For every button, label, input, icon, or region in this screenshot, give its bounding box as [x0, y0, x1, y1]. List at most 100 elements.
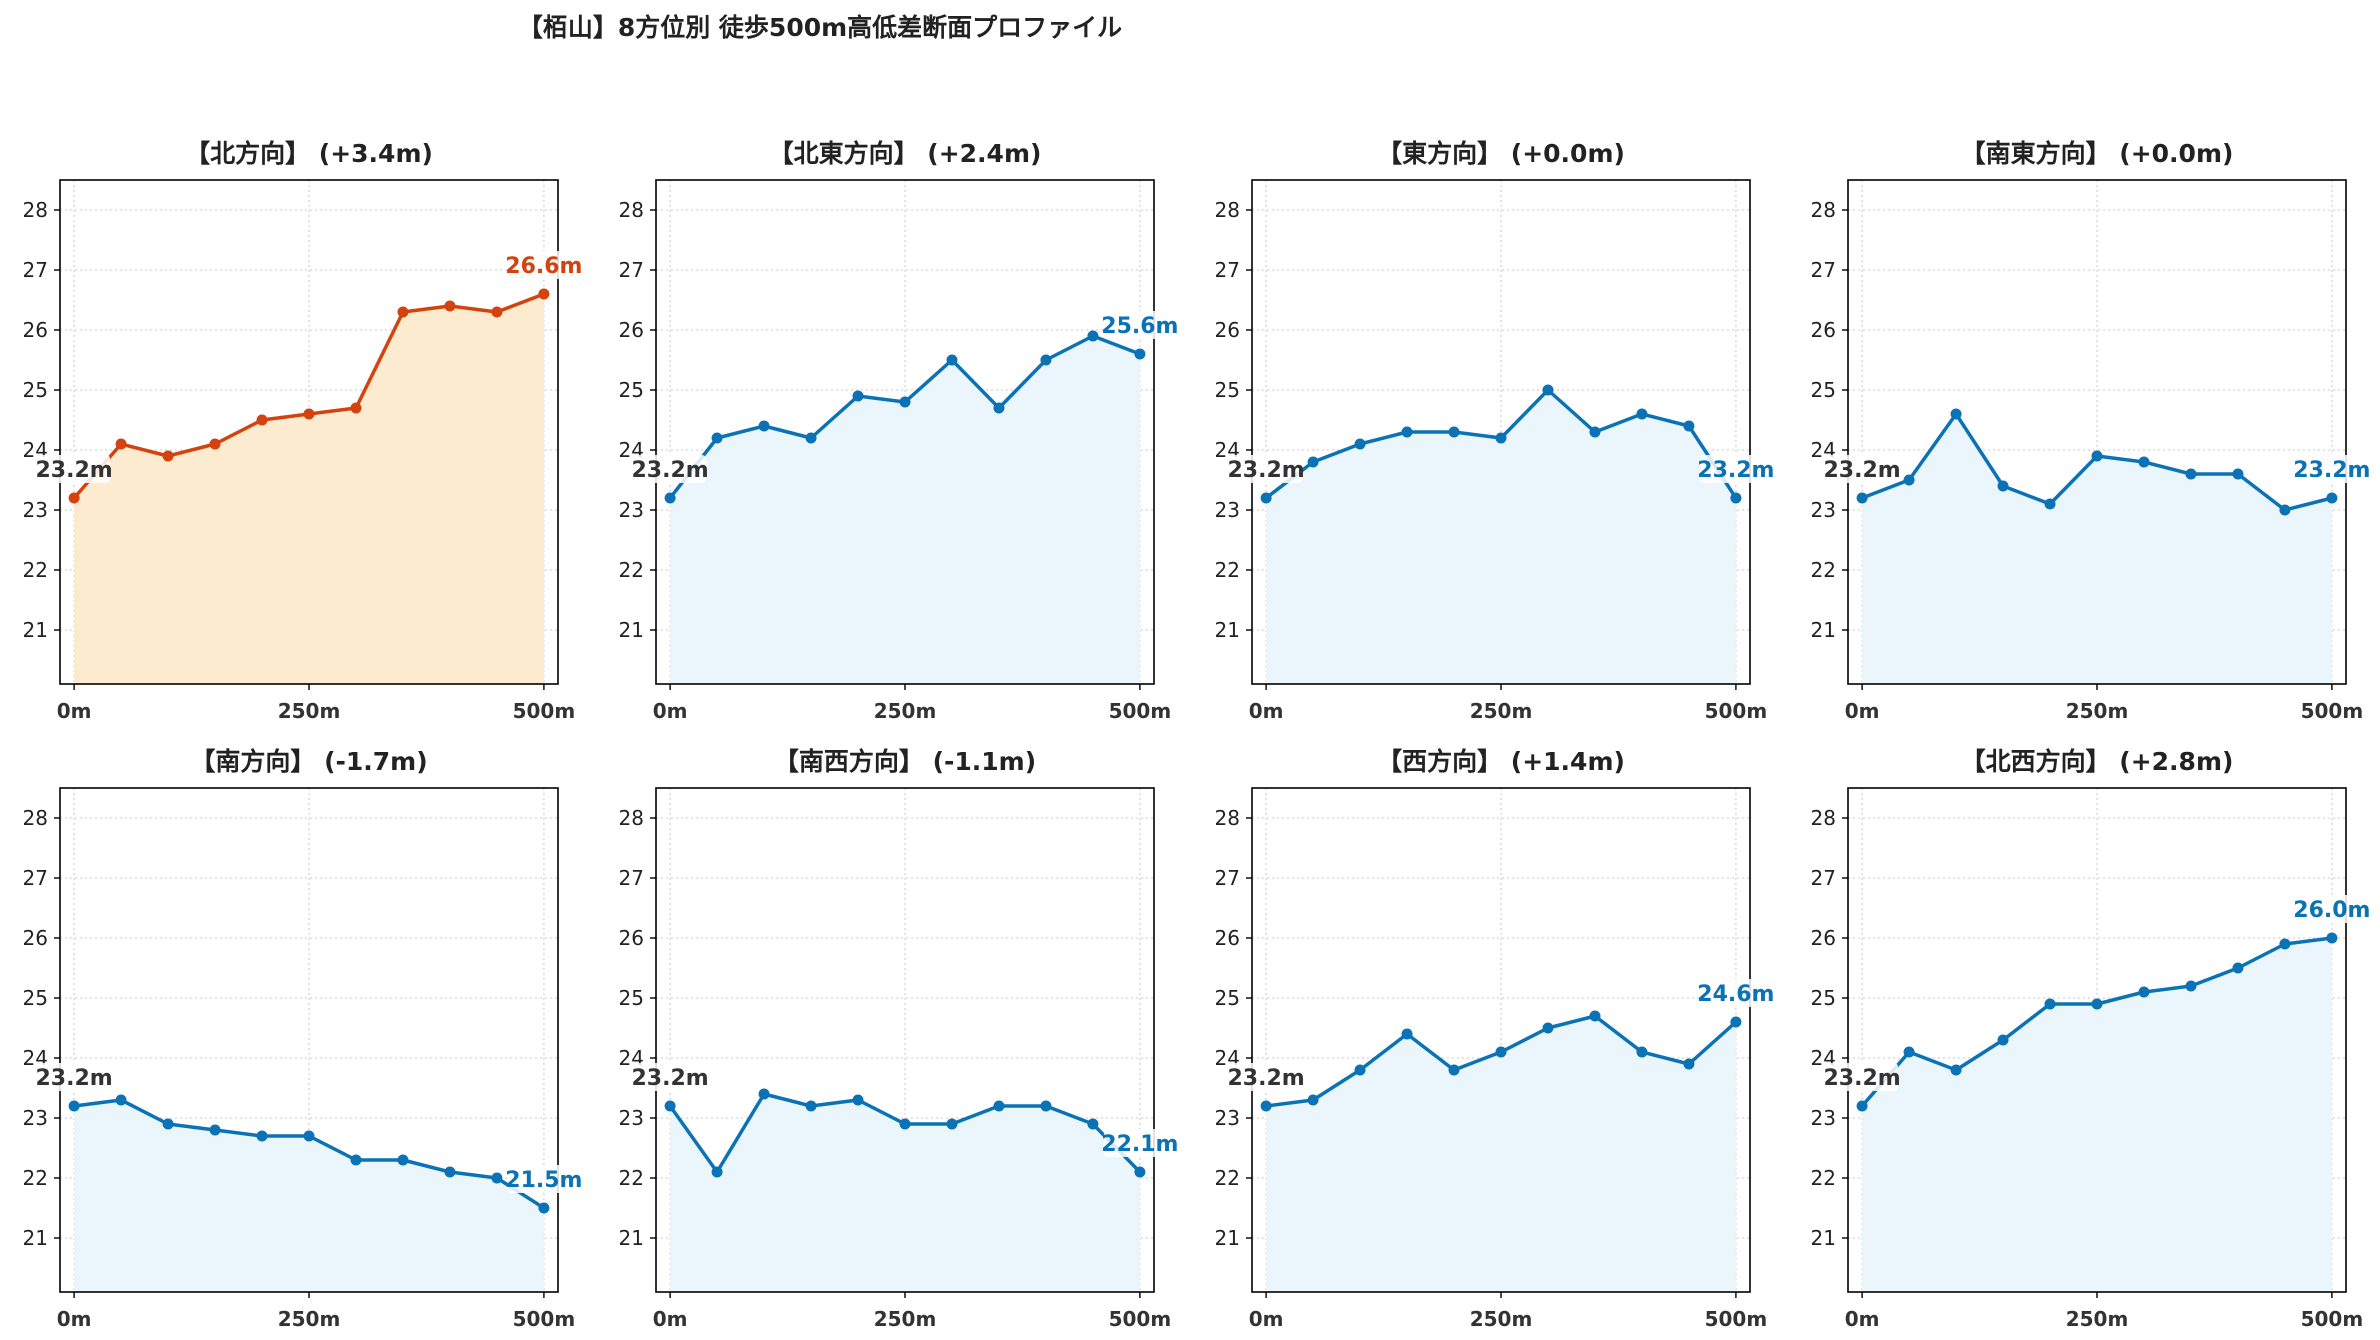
start-label-box: [634, 1063, 707, 1091]
data-point: [1354, 438, 1366, 450]
data-point: [993, 402, 1005, 414]
y-tick-label: 26: [23, 926, 48, 950]
data-point: [538, 288, 550, 300]
y-tick-label: 28: [619, 806, 644, 830]
data-point: [758, 1088, 770, 1100]
y-tick-label: 28: [23, 198, 48, 222]
end-label: 26.0m: [2293, 898, 2370, 923]
x-tick-label: 0m: [1249, 1307, 1284, 1331]
data-point: [209, 438, 221, 450]
data-point: [350, 1154, 362, 1166]
data-point: [1542, 384, 1554, 396]
data-point: [1683, 1058, 1695, 1070]
x-tick-label: 0m: [57, 1307, 92, 1331]
x-tick-label: 250m: [2066, 699, 2129, 723]
data-point: [2279, 504, 2291, 516]
end-label: 25.6m: [1101, 314, 1178, 339]
start-label-box: [1826, 1063, 1899, 1091]
start-label-box: [1230, 1063, 1303, 1091]
x-tick-label: 250m: [874, 1307, 937, 1331]
data-point: [1401, 426, 1413, 438]
y-tick-label: 25: [619, 986, 644, 1010]
start-label-box: [1230, 455, 1303, 483]
data-point: [2185, 980, 2197, 992]
area-fill: [74, 294, 544, 684]
data-point: [2279, 938, 2291, 950]
data-point: [444, 300, 456, 312]
end-label-box: [507, 251, 580, 279]
y-tick-label: 28: [619, 198, 644, 222]
y-tick-label: 22: [1811, 558, 1836, 582]
data-point: [303, 1130, 315, 1142]
y-tick-label: 25: [23, 378, 48, 402]
data-point: [115, 438, 127, 450]
y-tick-label: 21: [23, 618, 48, 642]
y-tick-label: 22: [23, 558, 48, 582]
x-tick-label: 500m: [1109, 1307, 1172, 1331]
x-tick-label: 500m: [1705, 1307, 1768, 1331]
data-point: [1087, 1118, 1099, 1130]
y-tick-label: 27: [1811, 258, 1836, 282]
y-tick-label: 23: [1811, 498, 1836, 522]
end-label: 23.2m: [1697, 458, 1774, 483]
data-point: [2326, 932, 2338, 944]
data-point: [491, 1172, 503, 1184]
end-label-box: [2295, 895, 2368, 923]
x-tick-label: 250m: [278, 1307, 341, 1331]
subplot-title: 【南西方向】 (-1.1m): [774, 747, 1036, 776]
y-tick-label: 25: [1811, 378, 1836, 402]
data-point: [2091, 998, 2103, 1010]
y-tick-label: 22: [1811, 1166, 1836, 1190]
y-tick-label: 21: [1215, 1226, 1240, 1250]
y-tick-label: 23: [23, 498, 48, 522]
data-point: [1448, 1064, 1460, 1076]
start-label: 23.2m: [1823, 458, 1900, 483]
end-label-box: [1103, 1129, 1176, 1157]
y-tick-label: 28: [1215, 806, 1240, 830]
x-tick-label: 0m: [57, 699, 92, 723]
y-tick-label: 23: [1215, 498, 1240, 522]
y-tick-label: 26: [23, 318, 48, 342]
x-tick-label: 0m: [1249, 699, 1284, 723]
data-point: [1260, 1100, 1272, 1112]
y-tick-label: 26: [1811, 926, 1836, 950]
data-point: [1997, 480, 2009, 492]
y-tick-label: 25: [23, 986, 48, 1010]
data-point: [2091, 450, 2103, 462]
y-tick-label: 27: [619, 258, 644, 282]
data-point: [397, 1154, 409, 1166]
data-point: [1542, 1022, 1554, 1034]
start-label: 23.2m: [631, 1066, 708, 1091]
end-label-box: [1103, 311, 1176, 339]
y-tick-label: 23: [23, 1106, 48, 1130]
subplot-title: 【西方向】 (+1.4m): [1377, 747, 1625, 776]
subplot-title: 【東方向】 (+0.0m): [1377, 139, 1625, 168]
data-point: [2044, 498, 2056, 510]
area-fill: [1862, 938, 2332, 1292]
data-point: [805, 432, 817, 444]
x-tick-label: 250m: [874, 699, 937, 723]
y-tick-label: 25: [1215, 986, 1240, 1010]
end-label: 26.6m: [505, 254, 582, 279]
figure-title: 【栢山】8方位別 徒歩500m高低差断面プロファイル: [517, 13, 1123, 42]
data-point: [115, 1094, 127, 1106]
area-fill: [670, 336, 1140, 684]
data-point: [1589, 426, 1601, 438]
x-tick-label: 500m: [513, 699, 576, 723]
data-point: [1856, 492, 1868, 504]
data-point: [946, 1118, 958, 1130]
data-point: [664, 1100, 676, 1112]
area-fill: [670, 1094, 1140, 1292]
data-point: [711, 1166, 723, 1178]
y-tick-label: 28: [1215, 198, 1240, 222]
end-label-box: [2295, 455, 2368, 483]
y-tick-label: 21: [619, 618, 644, 642]
y-tick-label: 27: [1811, 866, 1836, 890]
y-tick-label: 27: [1215, 258, 1240, 282]
y-tick-label: 25: [1215, 378, 1240, 402]
start-label: 23.2m: [1227, 458, 1304, 483]
y-tick-label: 25: [619, 378, 644, 402]
